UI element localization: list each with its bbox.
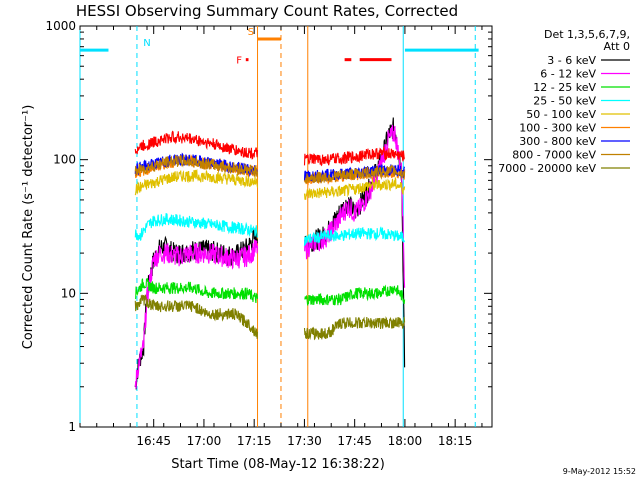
legend-label: 12 - 25 keV: [533, 81, 596, 94]
legend-label: 25 - 50 keV: [533, 95, 596, 108]
x-axis-label: Start Time (08-May-12 16:38:22): [171, 457, 385, 472]
series-line-9: [134, 130, 406, 167]
legend-label: 6 - 12 keV: [540, 68, 596, 81]
legend-label: 7000 - 20000 keV: [498, 162, 596, 175]
flag-label: S: [248, 27, 254, 38]
series-line-1: [134, 124, 406, 389]
y-tick-label: 100: [53, 153, 76, 167]
x-tick-label: 16:45: [136, 434, 171, 448]
legend-header-2: Att 0: [604, 40, 630, 53]
legend-label: 300 - 800 keV: [519, 135, 596, 148]
series-line-8: [134, 294, 406, 341]
y-tick-label: 1000: [45, 19, 76, 33]
legend-header-1: Det 1,3,5,6,7,9,: [544, 28, 630, 41]
series-line-2: [134, 277, 406, 306]
x-tick-label: 17:15: [237, 434, 272, 448]
series-line-7: [134, 154, 406, 184]
x-tick-label: 18:00: [388, 434, 423, 448]
x-tick-label: 17:00: [187, 434, 222, 448]
series-line-3: [134, 213, 406, 247]
x-tick-label: 18:15: [438, 434, 473, 448]
y-axis: 1 10 100 1000: [45, 19, 492, 434]
plot-frame: [79, 25, 493, 428]
y-axis-label: Corrected Count Rate (s⁻¹ detector⁻¹): [21, 105, 36, 350]
flag-label: F: [236, 56, 242, 67]
flag-label: N: [143, 38, 150, 49]
plot-area: N S F: [79, 25, 493, 428]
legend-label: 800 - 7000 keV: [512, 149, 596, 162]
y-tick-label: 10: [61, 286, 76, 300]
y-tick-label: 1: [68, 420, 76, 434]
series-line-4: [134, 169, 406, 201]
legend-label: 50 - 100 keV: [526, 108, 596, 121]
legend-label: 100 - 300 keV: [519, 122, 596, 135]
x-tick-label: 17:30: [287, 434, 322, 448]
x-axis: 16:45 17:00 17:15 17:30 17:45 18:00 18:15: [79, 26, 483, 448]
x-tick-label: 17:45: [337, 434, 372, 448]
legend-label: 3 - 6 keV: [547, 54, 596, 67]
footer-timestamp: 9-May-2012 15:52: [563, 467, 636, 476]
chart-title: HESSI Observing Summary Count Rates, Cor…: [76, 2, 458, 20]
